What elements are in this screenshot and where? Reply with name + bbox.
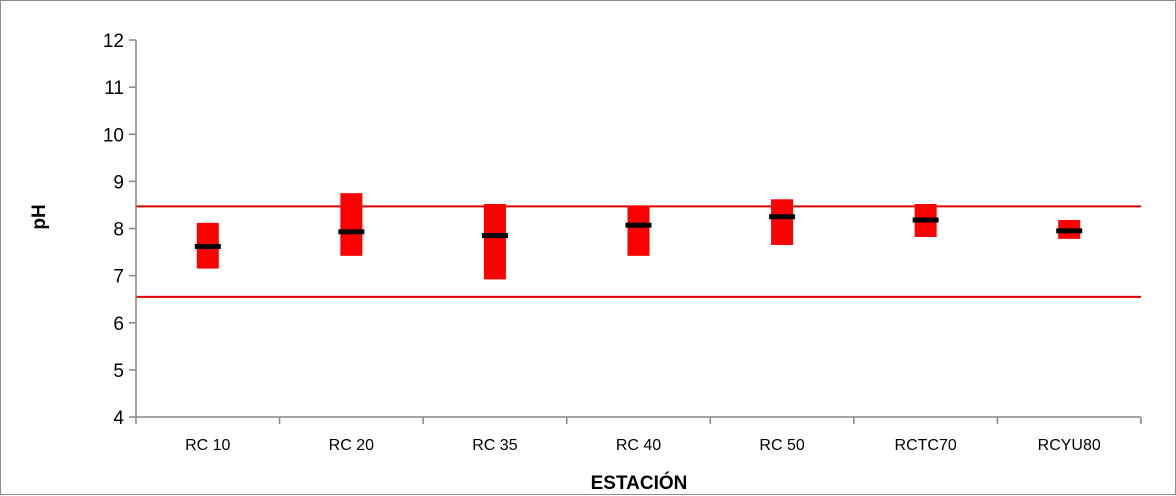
y-tick-label: 9 — [113, 172, 124, 193]
y-tick-labels: 4 5 6 7 8 9 10 11 12 — [103, 31, 125, 429]
x-tick-label: RCTC70 — [895, 437, 957, 454]
range-bar — [340, 193, 363, 256]
y-tick-label: 10 — [103, 125, 124, 146]
y-tick-label: 7 — [113, 267, 124, 288]
x-tick-labels: RC 10 RC 20 RC 35 RC 40 RC 50 RCTC70 RCYU80 — [185, 437, 1101, 454]
x-tick-label: RC 10 — [185, 437, 230, 454]
y-tick-label: 6 — [113, 314, 124, 335]
y-tick-label: 4 — [113, 408, 124, 429]
y-tick-label: 8 — [113, 220, 124, 241]
x-tick-label: RC 40 — [616, 437, 661, 454]
x-tick-label: RC 35 — [472, 437, 517, 454]
median-marker — [338, 229, 365, 235]
range-bar — [771, 199, 794, 245]
y-tick-label: 5 — [113, 361, 124, 382]
median-marker — [912, 217, 939, 223]
x-axis-title: ESTACIÓN — [591, 472, 688, 494]
median-marker — [769, 214, 796, 220]
x-tick-label: RC 20 — [329, 437, 374, 454]
y-axis-title: pH — [29, 204, 50, 229]
axes — [129, 39, 1142, 424]
x-tick-label: RCYU80 — [1038, 437, 1101, 454]
range-bar — [627, 205, 650, 256]
y-tick-label: 11 — [104, 78, 124, 99]
x-tick-label: RC 50 — [759, 437, 804, 454]
y-tick-label: 12 — [103, 31, 124, 52]
range-bar — [483, 203, 506, 280]
median-marker — [481, 233, 508, 239]
median-marker — [194, 243, 221, 249]
median-marker — [1056, 228, 1083, 234]
median-markers — [194, 214, 1083, 249]
median-marker — [625, 222, 652, 228]
